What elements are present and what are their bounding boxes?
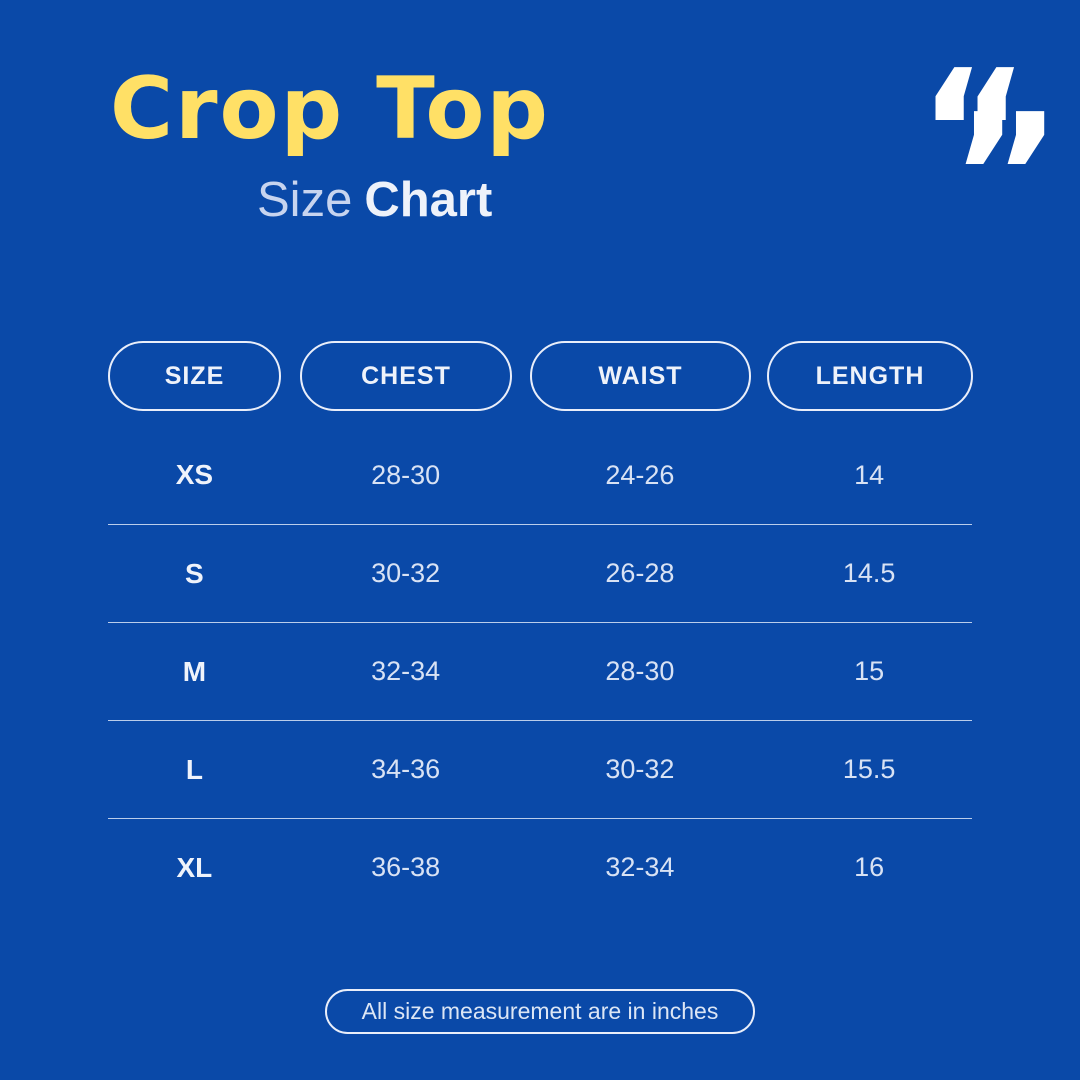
cell-waist: 28-30 xyxy=(605,656,675,686)
cell-waist: 30-32 xyxy=(605,754,675,784)
table-header-row: SIZE CHEST WAIST LENGTH xyxy=(108,341,973,411)
column-header-length: LENGTH xyxy=(767,341,973,411)
cell-chest: 36-38 xyxy=(371,852,441,882)
cell-size: XL xyxy=(176,851,213,883)
page-subtitle: Size Chart xyxy=(257,176,492,225)
table-row-m: M 32-34 28-30 15 xyxy=(108,622,972,720)
cell-chest: 34-36 xyxy=(371,754,441,784)
close-quote-icon: ” xyxy=(950,78,1062,276)
cell-size: S xyxy=(185,557,204,589)
cell-size: XS xyxy=(175,459,214,490)
cell-length: 15 xyxy=(854,656,885,686)
table-row-xs: XS 28-30 24-26 14 xyxy=(108,426,972,524)
cell-chest: 30-32 xyxy=(371,558,441,588)
column-header-chest: CHEST xyxy=(300,341,512,411)
column-header-waist: WAIST xyxy=(530,341,751,411)
cell-size: M xyxy=(182,655,207,687)
cell-waist: 24-26 xyxy=(605,459,675,490)
cell-length: 14.5 xyxy=(842,558,896,588)
subtitle-bold: Chart xyxy=(364,173,493,227)
cell-waist: 32-34 xyxy=(605,852,675,882)
table-row-l: L 34-36 30-32 15.5 xyxy=(108,720,972,818)
size-table: XS 28-30 24-26 14 S 30-32 26-28 14.5 M 3… xyxy=(108,426,972,916)
footnote-label: All size measurement are in inches xyxy=(361,998,719,1024)
cell-chest: 32-34 xyxy=(371,656,441,686)
quotation-mark-icon: “ ” xyxy=(900,40,1062,262)
cell-length: 15.5 xyxy=(842,754,896,784)
cell-waist: 26-28 xyxy=(605,558,675,588)
table-row-s: S 30-32 26-28 14.5 xyxy=(108,524,972,622)
cell-size: L xyxy=(185,753,203,785)
footnote-pill: All size measurement are in inches xyxy=(325,989,755,1034)
open-quote-icon: “ xyxy=(918,34,1030,232)
cell-chest: 28-30 xyxy=(371,459,441,490)
cell-length: 14 xyxy=(854,459,885,490)
subtitle-regular: Size xyxy=(257,173,353,227)
cell-length: 16 xyxy=(854,852,885,882)
table-row-xl: XL 36-38 32-34 16 xyxy=(108,818,972,916)
column-header-size: SIZE xyxy=(108,341,281,411)
page-title: Crop Top xyxy=(110,59,550,159)
